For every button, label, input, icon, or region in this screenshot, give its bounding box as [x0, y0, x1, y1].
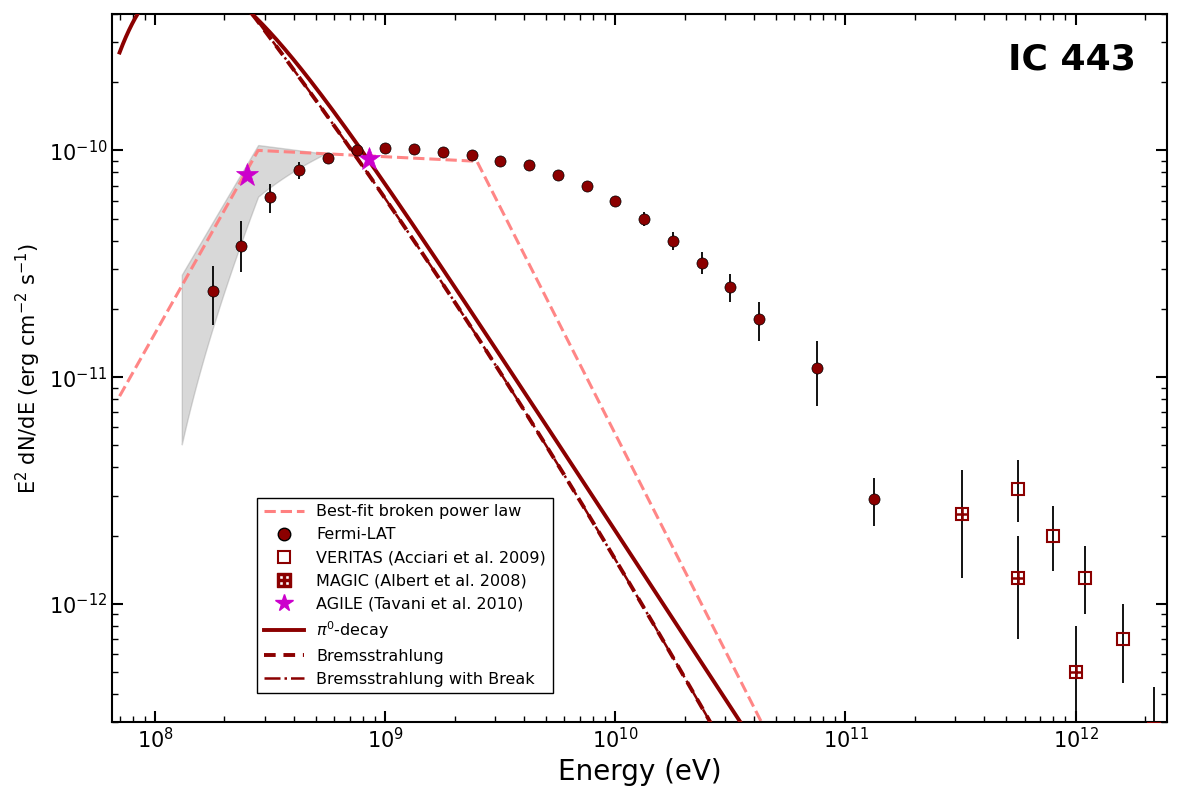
Text: IC 443: IC 443: [1007, 42, 1135, 76]
Y-axis label: E$^2$ dN/dE (erg cm$^{-2}$ s$^{-1}$): E$^2$ dN/dE (erg cm$^{-2}$ s$^{-1}$): [14, 243, 43, 494]
Legend: Best-fit broken power law, Fermi-LAT, VERITAS (Acciari et al. 2009), MAGIC (Albe: Best-fit broken power law, Fermi-LAT, VE…: [257, 498, 553, 694]
X-axis label: Energy (eV): Energy (eV): [557, 758, 722, 786]
